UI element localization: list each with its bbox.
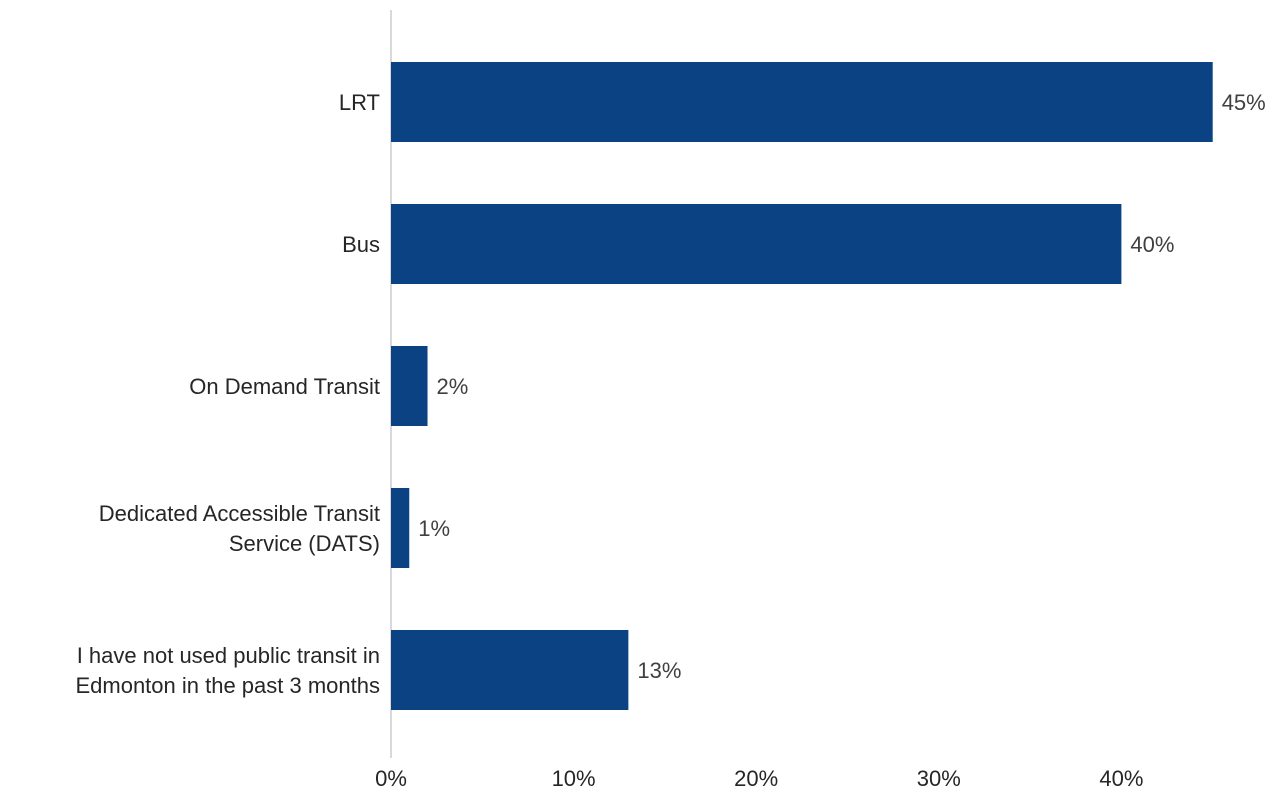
- category-label: Dedicated Accessible Transit Service (DAT…: [99, 501, 380, 556]
- value-label: 13%: [637, 658, 681, 683]
- value-label: 2%: [437, 374, 469, 399]
- category-label-line: Edmonton in the past 3 months: [75, 673, 380, 698]
- x-axis-ticks-group: 0% 10% 20% 30% 40%: [375, 766, 1143, 791]
- x-tick-label: 10%: [552, 766, 596, 791]
- bar: [391, 62, 1213, 142]
- category-label: LRT: [339, 90, 380, 115]
- bar: [391, 204, 1122, 284]
- value-label: 1%: [418, 516, 450, 541]
- category-label-line: On Demand Transit: [189, 374, 380, 399]
- category-label-line: Dedicated Accessible Transit: [99, 501, 380, 526]
- x-tick-label: 30%: [917, 766, 961, 791]
- category-label-line: Bus: [342, 232, 380, 257]
- category-label-line: I have not used public transit in: [77, 643, 380, 668]
- bars-group: [391, 62, 1213, 710]
- value-label: 40%: [1130, 232, 1174, 257]
- value-label: 45%: [1222, 90, 1266, 115]
- category-label: On Demand Transit: [189, 374, 380, 399]
- x-tick-label: 40%: [1099, 766, 1143, 791]
- bar: [391, 488, 410, 568]
- value-labels-group: 45% 40% 2% 1% 13%: [418, 90, 1265, 683]
- category-label-line: LRT: [339, 90, 380, 115]
- x-tick-label: 0%: [375, 766, 407, 791]
- bar: [391, 346, 428, 426]
- category-labels-group: LRT Bus On Demand Transit Dedicated Accessi…: [75, 90, 380, 698]
- category-label: Bus: [342, 232, 380, 257]
- category-label: I have not used public transit in Edmonto…: [75, 643, 380, 698]
- category-label-line: Service (DATS): [229, 531, 380, 556]
- bar: [391, 630, 629, 710]
- x-tick-label: 20%: [734, 766, 778, 791]
